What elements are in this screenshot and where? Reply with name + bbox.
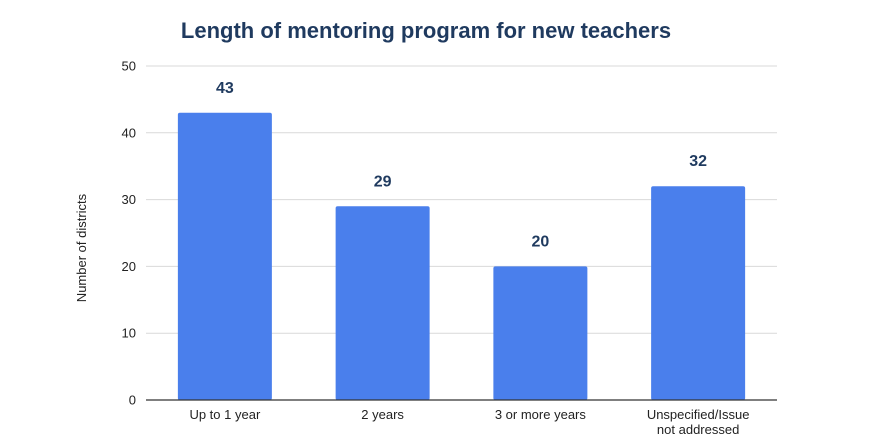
data-label-2: 29 — [374, 173, 392, 190]
chart-title: Length of mentoring program for new teac… — [181, 18, 671, 43]
y-tick-label-0: 0 — [129, 393, 136, 408]
x-tick-label-4: Unspecified/Issue not addressed — [647, 407, 750, 437]
data-label-1: 43 — [216, 80, 234, 97]
data-label-4: 32 — [689, 153, 707, 170]
x-tick-label-line: Up to 1 year — [189, 407, 260, 422]
bar-1 — [177, 112, 272, 400]
y-tick-label-10: 10 — [122, 326, 136, 341]
x-tick-label-line: not addressed — [657, 422, 739, 437]
y-axis-label: Number of districts — [74, 193, 89, 302]
y-tick-label-40: 40 — [122, 125, 136, 140]
y-tick-label-50: 50 — [122, 59, 136, 74]
data-label-3: 20 — [531, 233, 549, 250]
bar-4 — [651, 186, 746, 400]
x-tick-label-2: 2 years — [361, 407, 404, 422]
y-tick-label-30: 30 — [122, 192, 136, 207]
bar-2 — [335, 206, 430, 400]
bar-3 — [493, 266, 588, 400]
x-tick-label-3: 3 or more years — [495, 407, 587, 422]
x-tick-label-1: Up to 1 year — [189, 407, 260, 422]
x-tick-label-line: 2 years — [361, 407, 404, 422]
y-tick-label-20: 20 — [122, 259, 136, 274]
x-tick-label-line: Unspecified/Issue — [647, 407, 750, 422]
x-tick-label-line: 3 or more years — [495, 407, 587, 422]
